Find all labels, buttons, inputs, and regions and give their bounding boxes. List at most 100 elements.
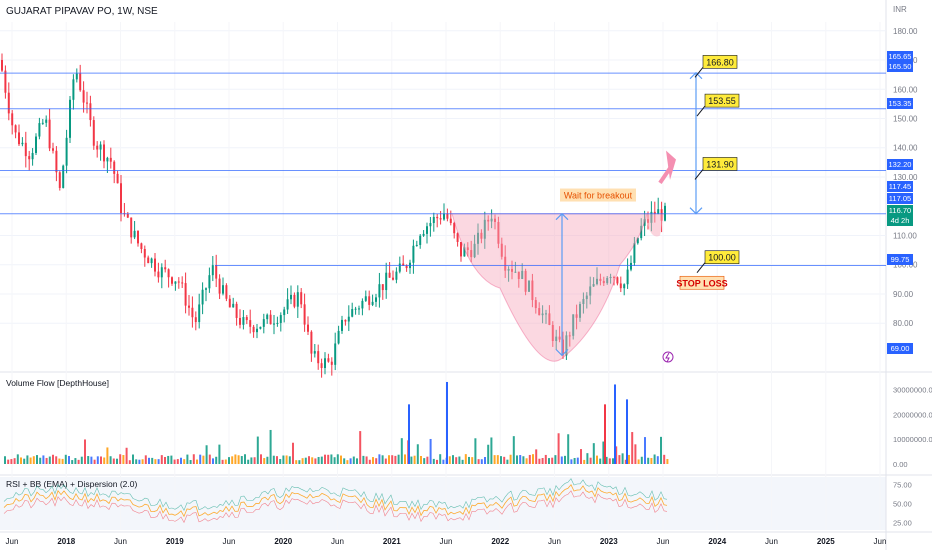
volume-bar <box>237 455 240 464</box>
price-label: 165.65 <box>889 52 912 61</box>
candle-body <box>28 156 31 160</box>
x-tick-label: Jun <box>765 537 778 546</box>
volume-bar <box>167 455 170 464</box>
volume-bar <box>260 454 262 464</box>
volume-bar <box>580 449 582 464</box>
candle-body <box>96 145 99 150</box>
price-label-bg <box>887 51 913 62</box>
candle-body <box>269 314 272 325</box>
volume-bar <box>496 455 499 464</box>
candle-body <box>69 99 71 138</box>
breakout-arrow-head <box>666 150 676 180</box>
volume-tick-label: 30000000.00 <box>893 385 932 394</box>
candle-body <box>252 326 255 333</box>
volume-bar <box>202 455 205 464</box>
candle-body <box>477 232 479 244</box>
candle-body <box>521 270 524 279</box>
candle-body <box>222 285 224 294</box>
volume-bar <box>416 444 419 464</box>
candle-body <box>480 232 483 239</box>
volume-bar <box>324 454 326 464</box>
volume-bar <box>631 432 634 464</box>
volume-bar <box>660 436 662 464</box>
volume-bar <box>295 460 298 464</box>
volume-bar <box>356 458 358 464</box>
candle-body <box>18 132 20 145</box>
annotation-breakout: Wait for breakout <box>564 191 633 201</box>
candle-body <box>164 267 167 270</box>
candle-body <box>310 331 313 354</box>
callout-pointer <box>696 105 706 117</box>
candle-body <box>1 60 3 71</box>
candle-body <box>41 122 44 124</box>
candle-body <box>266 314 269 320</box>
volume-bar <box>349 458 352 464</box>
volume-bar <box>311 457 314 464</box>
candle-body <box>249 320 252 327</box>
lightning-icon <box>662 351 674 363</box>
candle-body <box>347 316 350 322</box>
candle-body <box>65 137 68 166</box>
volume-bar <box>29 457 32 464</box>
volume-bar <box>164 456 166 464</box>
candle-body <box>640 225 643 239</box>
volume-bar <box>138 459 141 464</box>
volume-bar <box>71 460 74 464</box>
candle-body <box>35 136 37 153</box>
rsi-background <box>0 477 886 530</box>
volume-bar <box>365 456 368 464</box>
candle-body <box>58 172 61 188</box>
candle-body <box>344 319 347 322</box>
volume-bar <box>400 438 403 464</box>
volume-bar <box>39 457 42 464</box>
volume-bar <box>192 454 195 464</box>
volume-bar <box>196 459 198 464</box>
candle-body <box>177 281 180 283</box>
candle-body <box>514 271 517 273</box>
candle-body <box>511 269 513 272</box>
candle-body <box>208 275 211 289</box>
price-label-bg <box>887 215 913 226</box>
volume-bar <box>516 455 518 464</box>
candle-body <box>524 270 527 292</box>
volume-bar <box>269 429 272 464</box>
volume-bar <box>314 458 317 464</box>
candle-body <box>412 245 415 263</box>
cup-depth-arrow-up <box>555 212 569 221</box>
volume-bar <box>362 455 365 464</box>
volume-bar <box>58 458 61 464</box>
volume-bar <box>7 459 10 464</box>
y-tick-label: 110.00 <box>893 231 917 240</box>
volume-bar <box>586 453 589 464</box>
volume-bar <box>228 457 230 464</box>
candle-body <box>303 304 306 325</box>
volume-bar <box>132 454 134 464</box>
price-label: 117.05 <box>889 194 911 203</box>
candle-body <box>283 309 286 316</box>
candle-body <box>262 319 265 327</box>
candle-body <box>456 233 459 242</box>
volume-bar <box>500 456 502 464</box>
x-tick-label: 2020 <box>274 537 292 546</box>
volume-bar <box>122 455 125 464</box>
volume-bar <box>208 454 211 464</box>
candle-body <box>596 278 598 285</box>
volume-bar <box>567 434 570 464</box>
candle-body <box>11 113 14 126</box>
volume-bar <box>298 460 301 464</box>
candle-body <box>86 102 88 104</box>
candle-body <box>103 144 105 162</box>
candle-body <box>296 292 299 307</box>
volume-bar <box>442 459 445 464</box>
volume-bar <box>439 454 442 464</box>
candle-body <box>443 213 445 220</box>
volume-bar <box>589 457 592 464</box>
candle-body <box>378 284 381 298</box>
candle-body <box>286 299 289 310</box>
volume-bar <box>538 458 541 464</box>
volume-bar <box>186 454 189 464</box>
volume-bar <box>656 456 659 464</box>
candle-body <box>228 298 231 308</box>
volume-bar <box>10 459 13 464</box>
